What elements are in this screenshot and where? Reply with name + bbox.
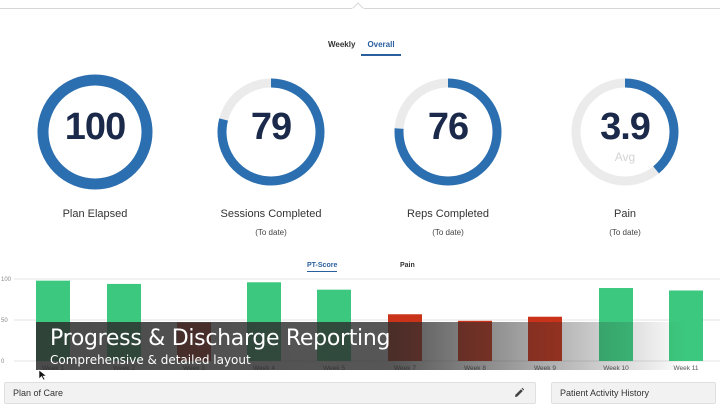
ring-graphic	[394, 78, 502, 186]
plan-of-care-panel[interactable]: Plan of Care	[4, 382, 536, 404]
metric-reps-completed: 76 Reps Completed (To date)	[383, 72, 513, 237]
ring-graphic	[37, 74, 153, 190]
metric-value: 79	[250, 106, 292, 148]
progress-ring: 100	[35, 72, 155, 192]
metric-label: Pain	[613, 208, 637, 220]
metric-label: Sessions Completed	[220, 208, 322, 220]
metric-label: Plan Elapsed	[62, 208, 128, 220]
banner-subtitle: Comprehensive & detailed layout	[50, 353, 251, 367]
panel-title: Patient Activity History	[560, 388, 650, 398]
metric-value: 100	[64, 106, 126, 148]
metric-unit: Avg	[614, 150, 636, 164]
promo-banner: Progress & Discharge Reporting Comprehen…	[36, 322, 688, 370]
metric-note: (To date)	[609, 228, 641, 237]
tab-pain[interactable]: Pain	[400, 262, 415, 269]
progress-ring: 3.9 Avg	[565, 72, 685, 192]
metric-note: (To date)	[432, 228, 464, 237]
y-tick-label: 50	[1, 318, 8, 324]
ring-graphic	[571, 78, 679, 186]
progress-ring: 79	[211, 72, 331, 192]
tab-pt-score[interactable]: PT-Score	[307, 262, 338, 272]
ring-graphic	[217, 78, 325, 186]
y-tick-label: 100	[1, 277, 12, 283]
metric-pain: 3.9 Avg Pain (To date)	[560, 72, 690, 237]
progress-ring: 76	[388, 72, 508, 192]
tab-weekly[interactable]: Weekly	[328, 40, 356, 49]
metric-sessions-completed: 79 Sessions Completed (To date)	[206, 72, 336, 237]
metric-value: 3.9	[600, 106, 651, 148]
view-tabs: Weekly Overall	[322, 38, 401, 56]
y-tick-label: 0	[1, 359, 5, 365]
metric-value: 76	[427, 106, 469, 148]
metric-note: (To date)	[255, 228, 287, 237]
metric-plan-elapsed: 100 Plan Elapsed	[30, 72, 160, 228]
patient-activity-history-panel[interactable]: Patient Activity History	[551, 382, 716, 404]
metric-label: Reps Completed	[407, 208, 489, 220]
mouse-cursor-icon	[38, 368, 48, 381]
divider	[364, 8, 720, 9]
tab-overall[interactable]: Overall	[361, 38, 401, 56]
banner-title: Progress & Discharge Reporting	[50, 326, 391, 351]
divider	[0, 8, 352, 9]
pencil-icon[interactable]	[513, 387, 525, 399]
panel-title: Plan of Care	[13, 388, 64, 398]
